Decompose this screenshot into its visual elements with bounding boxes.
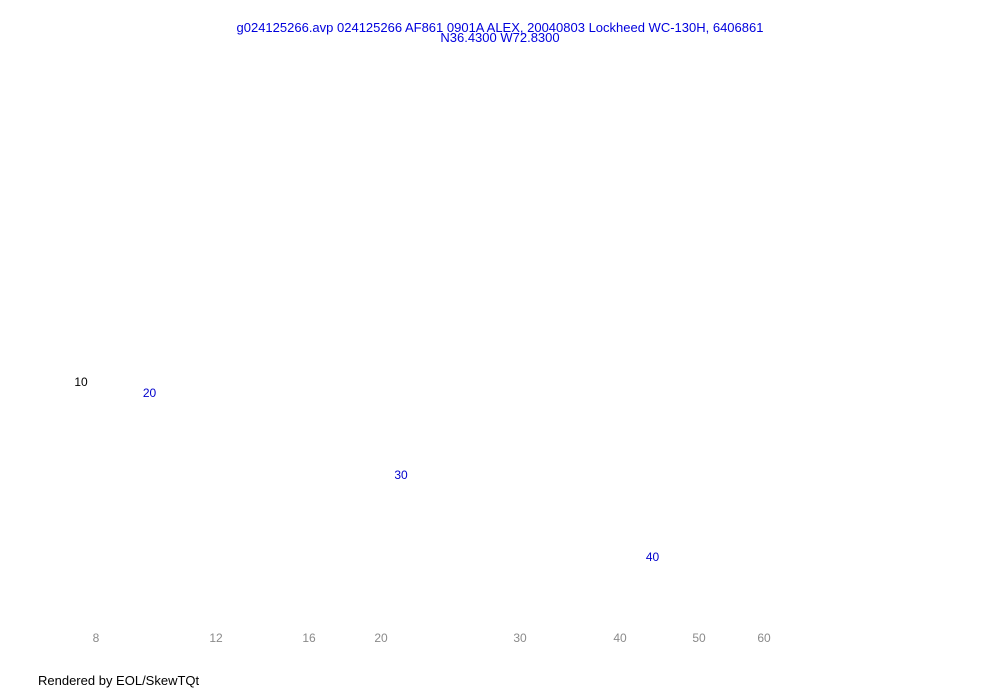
isotherm-label: 20 (143, 386, 157, 400)
mixing-ratio-label: 12 (209, 631, 223, 645)
isotherm-label: 40 (646, 550, 660, 564)
mixing-ratio-label: 50 (692, 631, 706, 645)
dry-adiabat-label: 10 (74, 375, 88, 389)
mixing-ratio-label: 30 (513, 631, 527, 645)
isotherm-label: 30 (394, 468, 408, 482)
axis-labels: 600700800900100035102030405060-20-100102… (74, 375, 771, 645)
mixing-ratio-label: 8 (93, 631, 100, 645)
chart-title-line1: g024125266.avp 024125266 AF861 0901A ALE… (236, 20, 764, 35)
chart-title-line2: N36.4300 W72.8300 (440, 30, 560, 45)
mixing-ratio-label: 40 (613, 631, 627, 645)
renderer-credit: Rendered by EOL/SkewTQt (38, 673, 200, 688)
mixing-ratio-label: 60 (757, 631, 771, 645)
mixing-ratio-label: 20 (374, 631, 388, 645)
mixing-ratio-label: 16 (302, 631, 316, 645)
